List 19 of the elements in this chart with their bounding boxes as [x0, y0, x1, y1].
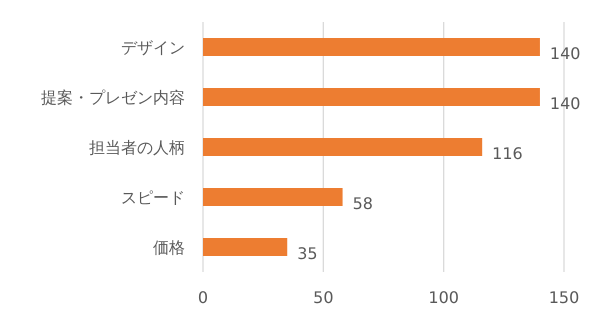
y-tick-label: デザイン	[121, 38, 185, 57]
data-label: 116	[492, 144, 523, 163]
y-tick-label: 提案・プレゼン内容	[41, 88, 185, 107]
bar	[203, 188, 343, 206]
bar	[203, 88, 540, 106]
data-label: 140	[550, 44, 580, 63]
bar	[203, 238, 288, 256]
bar	[203, 38, 540, 56]
x-tick-label: 0	[198, 288, 208, 307]
bar	[203, 138, 482, 156]
x-tick-label: 150	[548, 288, 580, 307]
y-tick-label: 価格	[153, 238, 185, 257]
data-label: 140	[550, 94, 580, 113]
y-tick-label: スピード	[121, 188, 185, 207]
x-tick-label: 100	[428, 288, 459, 307]
data-label: 35	[297, 244, 318, 263]
x-tick-label: 50	[313, 288, 334, 307]
data-label: 58	[352, 194, 373, 213]
y-tick-label: 担当者の人柄	[89, 138, 185, 157]
